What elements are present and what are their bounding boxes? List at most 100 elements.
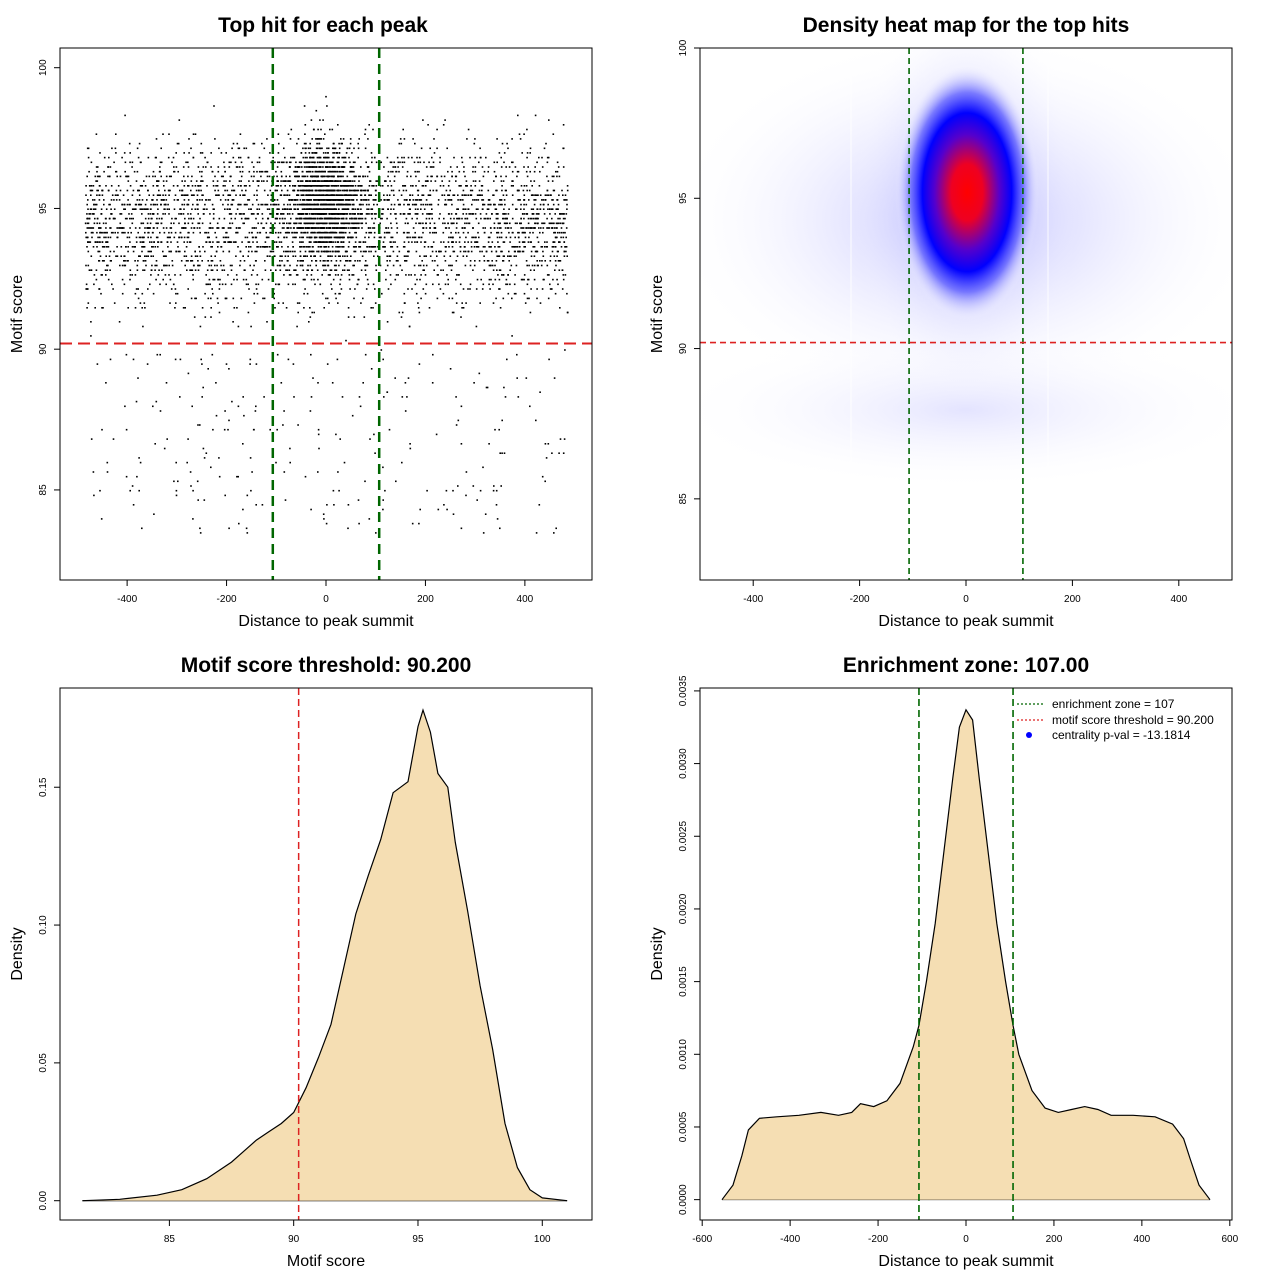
scatter-point (492, 269, 495, 271)
scatter-point (340, 166, 343, 168)
scatter-point (422, 222, 424, 225)
scatter-point (154, 175, 156, 178)
scatter-point (322, 175, 324, 178)
scatter-point (364, 147, 367, 150)
scatter-point (144, 217, 147, 220)
scatter-point (373, 213, 376, 215)
scatter-point (335, 199, 338, 201)
scatter-point (529, 152, 531, 154)
scatter-point (321, 147, 323, 150)
scatter-point (403, 302, 406, 304)
scatter-point (275, 283, 277, 286)
scatter-point (508, 255, 511, 257)
scatter-point (406, 175, 408, 178)
scatter-point (277, 203, 280, 206)
scatter-point (325, 236, 328, 239)
scatter-point (528, 236, 530, 239)
scatter-point (296, 217, 299, 220)
scatter-point (332, 170, 334, 173)
scatter-point (335, 297, 337, 300)
scatter-point (526, 283, 529, 286)
scatter-point (348, 278, 351, 281)
scatter-point (534, 194, 536, 196)
scatter-point (367, 199, 370, 201)
scatter-point (455, 292, 457, 295)
scatter-point (105, 227, 107, 229)
scatter-point (108, 156, 110, 159)
scatter-point (324, 231, 326, 234)
scatter-point (290, 156, 292, 159)
scatter-point (318, 166, 320, 168)
scatter-point (240, 297, 243, 300)
scatter-point (233, 307, 236, 309)
scatter-point (127, 307, 129, 309)
scatter-point (89, 213, 92, 215)
scatter-point (296, 142, 298, 145)
scatter-point (442, 231, 445, 234)
scatter-point (121, 156, 123, 159)
scatter-point (187, 166, 190, 168)
scatter-point (316, 156, 319, 159)
scatter-point (365, 288, 368, 290)
scatter-point (531, 185, 533, 187)
scatter-point (134, 307, 137, 309)
scatter-point (455, 175, 458, 178)
scatter-point (507, 255, 509, 257)
scatter-point (163, 185, 165, 187)
scatter-point (284, 208, 287, 210)
scatter-point (564, 246, 567, 248)
scatter-point (527, 227, 530, 229)
scatter-point (418, 170, 420, 173)
scatter-point (305, 180, 307, 182)
scatter-point (339, 236, 342, 239)
scatter-point (516, 175, 518, 178)
scatter-point (124, 161, 127, 164)
scatter-point (379, 217, 382, 220)
scatter-point (146, 199, 148, 201)
scatter-point (467, 288, 469, 290)
scatter-point (512, 161, 514, 164)
scatter-point (429, 166, 432, 168)
scatter-point (278, 283, 281, 286)
scatter-point (311, 138, 313, 140)
scatter-point (422, 269, 424, 271)
scatter-point (370, 307, 372, 309)
scatter-point (106, 246, 108, 248)
scatter-point (195, 189, 198, 192)
scatter-point (302, 246, 304, 248)
scatter-point (281, 217, 284, 220)
scatter-point (109, 269, 111, 271)
scatter-point (310, 278, 313, 281)
scatter-point (356, 283, 359, 286)
scatter-point (228, 368, 230, 370)
scatter-point (325, 161, 328, 164)
scatter-point (294, 222, 296, 225)
scatter-point (147, 217, 150, 220)
scatter-point (343, 236, 345, 239)
scatter-point (204, 203, 206, 206)
scatter-point (311, 189, 313, 192)
scatter-point (251, 161, 253, 164)
scatter-point (127, 246, 129, 248)
scatter-point (303, 142, 306, 145)
scatter-point (296, 274, 299, 276)
scatter-point (237, 203, 239, 206)
scatter-point (392, 264, 395, 267)
scatter-point (201, 396, 203, 398)
scatter-point (453, 250, 456, 253)
scatter-point (431, 208, 433, 210)
scatter-point (235, 274, 238, 276)
scatter-point (453, 194, 456, 196)
scatter-point (224, 208, 226, 210)
scatter-point (523, 194, 526, 196)
scatter-point (466, 185, 468, 187)
scatter-point (281, 227, 284, 229)
scatter-point (469, 283, 472, 286)
scatter-point (283, 236, 286, 239)
scatter-point (155, 236, 158, 239)
scatter-point (414, 203, 417, 206)
scatter-point (204, 292, 206, 295)
scatter-point (139, 185, 142, 187)
scatter-point (297, 260, 299, 262)
scatter-point (502, 217, 504, 220)
